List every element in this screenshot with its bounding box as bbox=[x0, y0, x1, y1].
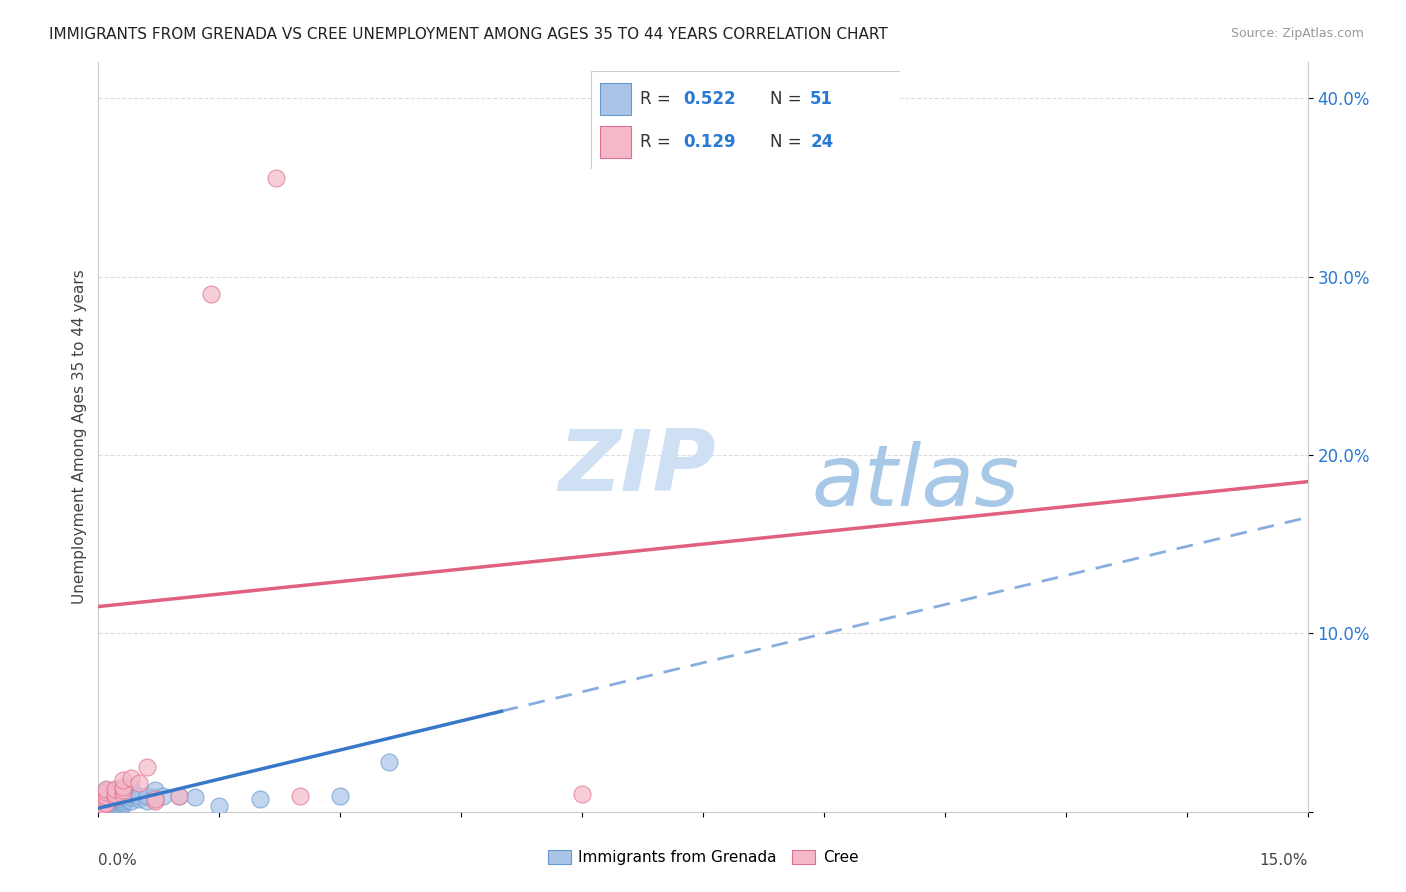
Point bbox=[96, 799, 118, 814]
Y-axis label: Unemployment Among Ages 35 to 44 years: Unemployment Among Ages 35 to 44 years bbox=[72, 269, 87, 605]
Point bbox=[103, 787, 125, 801]
Text: atlas: atlas bbox=[811, 441, 1019, 524]
Point bbox=[111, 785, 134, 799]
Text: IMMIGRANTS FROM GRENADA VS CREE UNEMPLOYMENT AMONG AGES 35 TO 44 YEARS CORRELATI: IMMIGRANTS FROM GRENADA VS CREE UNEMPLOY… bbox=[49, 27, 889, 42]
Point bbox=[143, 790, 166, 805]
Point bbox=[152, 789, 174, 803]
Point bbox=[184, 790, 207, 805]
Point bbox=[90, 797, 112, 812]
Point bbox=[111, 797, 134, 812]
Point bbox=[143, 792, 166, 806]
Point bbox=[143, 794, 166, 808]
Point bbox=[111, 794, 134, 808]
Point bbox=[96, 792, 118, 806]
Text: R =: R = bbox=[640, 90, 676, 108]
Bar bbox=[600, 127, 631, 158]
Point bbox=[103, 781, 125, 796]
Point bbox=[91, 799, 114, 814]
Point bbox=[94, 796, 117, 810]
Point bbox=[249, 792, 271, 806]
Point bbox=[103, 796, 125, 810]
Legend: Immigrants from Grenada, Cree: Immigrants from Grenada, Cree bbox=[541, 844, 865, 871]
Text: ZIP: ZIP bbox=[558, 425, 716, 508]
Point bbox=[96, 787, 118, 801]
Point bbox=[103, 790, 125, 805]
Point bbox=[167, 789, 190, 803]
Point bbox=[93, 797, 115, 812]
Point bbox=[93, 796, 115, 810]
Point bbox=[103, 790, 125, 805]
Point bbox=[96, 789, 118, 803]
Point bbox=[96, 781, 118, 796]
Point bbox=[103, 794, 125, 808]
Point bbox=[128, 776, 150, 790]
Text: N =: N = bbox=[770, 90, 807, 108]
Point bbox=[96, 796, 118, 810]
Point bbox=[96, 797, 118, 812]
Text: 0.129: 0.129 bbox=[683, 133, 735, 151]
Point bbox=[91, 797, 114, 812]
Text: 51: 51 bbox=[810, 90, 834, 108]
Point bbox=[377, 755, 399, 769]
Point bbox=[96, 794, 118, 808]
Point bbox=[103, 789, 125, 803]
Point bbox=[329, 789, 352, 803]
Point bbox=[111, 787, 134, 801]
Point bbox=[143, 783, 166, 797]
Point bbox=[89, 801, 111, 815]
Point bbox=[120, 787, 142, 801]
Point bbox=[120, 771, 142, 785]
Point bbox=[200, 287, 222, 301]
Point bbox=[111, 780, 134, 794]
Point bbox=[91, 797, 114, 812]
Point bbox=[103, 783, 125, 797]
Point bbox=[264, 171, 287, 186]
Point bbox=[96, 796, 118, 810]
Point bbox=[128, 792, 150, 806]
Point bbox=[120, 790, 142, 805]
Point bbox=[135, 760, 157, 774]
Point bbox=[208, 799, 231, 814]
Point bbox=[103, 787, 125, 801]
Point bbox=[103, 799, 125, 814]
Point bbox=[111, 790, 134, 805]
Text: R =: R = bbox=[640, 133, 676, 151]
Point bbox=[111, 792, 134, 806]
Text: N =: N = bbox=[770, 133, 807, 151]
Point bbox=[135, 794, 157, 808]
Point bbox=[120, 794, 142, 808]
Point bbox=[96, 792, 118, 806]
Text: Source: ZipAtlas.com: Source: ZipAtlas.com bbox=[1230, 27, 1364, 40]
Point bbox=[96, 783, 118, 797]
Point bbox=[128, 789, 150, 803]
Point bbox=[571, 787, 593, 801]
Point bbox=[96, 801, 118, 815]
Text: 0.0%: 0.0% bbox=[98, 853, 138, 868]
Point bbox=[111, 789, 134, 803]
Point bbox=[94, 797, 117, 812]
Text: 15.0%: 15.0% bbox=[1260, 853, 1308, 868]
Point bbox=[90, 799, 112, 814]
Point bbox=[96, 785, 118, 799]
Text: 24: 24 bbox=[810, 133, 834, 151]
Point bbox=[96, 790, 118, 805]
Point bbox=[288, 789, 311, 803]
Point bbox=[103, 792, 125, 806]
Point bbox=[96, 789, 118, 803]
Bar bbox=[600, 83, 631, 114]
Point bbox=[167, 789, 190, 803]
Point bbox=[111, 796, 134, 810]
Text: 0.522: 0.522 bbox=[683, 90, 735, 108]
Point bbox=[120, 780, 142, 794]
Point bbox=[90, 801, 112, 815]
Point bbox=[111, 772, 134, 787]
Point bbox=[111, 783, 134, 797]
Point bbox=[135, 789, 157, 803]
FancyBboxPatch shape bbox=[591, 71, 900, 169]
Point bbox=[111, 781, 134, 796]
